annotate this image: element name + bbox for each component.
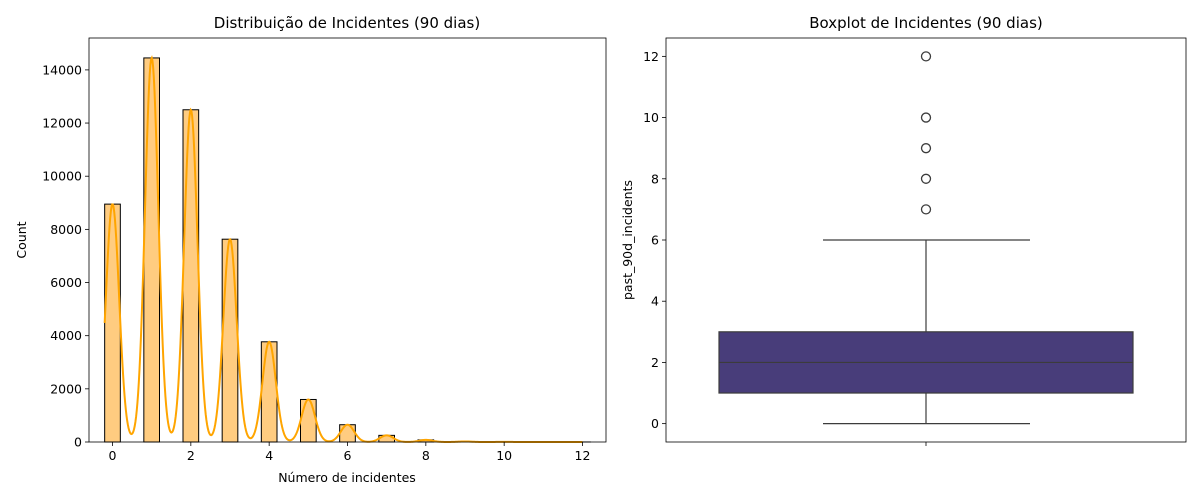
histogram-x-ticks: 0 2 4 6 8 10 12 xyxy=(109,442,591,463)
histogram-title: Distribuição de Incidentes (90 dias) xyxy=(214,14,480,32)
histogram-y-tick-label: 8000 xyxy=(50,222,82,237)
histogram-x-tick-label: 0 xyxy=(109,448,117,463)
histogram-x-tick-label: 4 xyxy=(265,448,273,463)
boxplot-y-ticks: 0 2 4 6 8 10 12 xyxy=(643,49,666,431)
boxplot-y-tick-label: 8 xyxy=(651,171,659,186)
boxplot-y-tick-label: 4 xyxy=(651,294,659,309)
histogram-y-tick-label: 2000 xyxy=(50,381,82,396)
outlier-point xyxy=(920,143,932,154)
histogram-panel: Distribuição de Incidentes (90 dias) 0 2 4… xyxy=(14,14,607,485)
histogram-frame xyxy=(88,37,607,443)
boxplot-y-tick-label: 2 xyxy=(651,355,659,370)
outlier-point xyxy=(920,112,932,123)
histogram-y-tick-label: 12000 xyxy=(42,116,82,131)
boxplot-y-tick-label: 0 xyxy=(651,416,659,431)
histogram-bar-0 xyxy=(104,203,121,443)
histogram-bar-5 xyxy=(300,398,317,443)
boxplot-panel: Boxplot de Incidentes (90 dias) 0 2 4 6 8 10 1… xyxy=(620,14,1187,446)
outlier-point xyxy=(920,173,932,184)
histogram-bar-4 xyxy=(260,341,278,443)
histogram-y-tick-label: 14000 xyxy=(42,62,82,77)
histogram-y-ticks: 0 2000 4000 6000 8000 10000 12000 14000 xyxy=(42,62,89,450)
histogram-x-label: Número de incidentes xyxy=(278,470,416,485)
histogram-x-tick-label: 2 xyxy=(187,448,195,463)
boxplot-y-tick-label: 6 xyxy=(651,233,659,248)
histogram-y-tick-label: 6000 xyxy=(50,275,82,290)
histogram-y-tick-label: 10000 xyxy=(42,169,82,184)
histogram-x-tick-label: 10 xyxy=(496,448,512,463)
boxplot-y-label: past_90d_incidents xyxy=(620,180,635,300)
kde-line xyxy=(103,55,583,443)
histogram-x-tick-label: 12 xyxy=(575,448,591,463)
outlier-point xyxy=(920,204,932,215)
histogram-bar-2 xyxy=(182,109,200,443)
histogram-x-tick-label: 6 xyxy=(344,448,352,463)
histogram-bar-1 xyxy=(143,57,160,443)
histogram-x-tick-label: 8 xyxy=(422,448,430,463)
boxplot-y-tick-label: 12 xyxy=(643,49,659,64)
histogram-y-tick-label: 4000 xyxy=(50,328,82,343)
boxplot-body xyxy=(718,51,1134,425)
boxplot-y-tick-label: 10 xyxy=(643,110,659,125)
boxplot-title: Boxplot de Incidentes (90 dias) xyxy=(809,14,1042,32)
histogram-bar-3 xyxy=(221,238,239,443)
outlier-point xyxy=(920,51,932,62)
histogram-y-label: Count xyxy=(14,221,29,258)
histogram-y-tick-label: 0 xyxy=(74,435,82,450)
histogram-bar-6 xyxy=(339,424,356,443)
